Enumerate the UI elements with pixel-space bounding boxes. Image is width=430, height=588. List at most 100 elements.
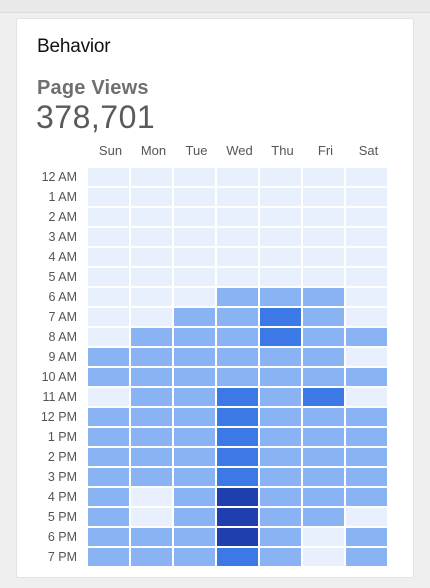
heatmap-cell[interactable] — [260, 388, 301, 406]
heatmap-cell[interactable] — [217, 208, 258, 226]
heatmap-cell[interactable] — [174, 368, 215, 386]
heatmap-cell[interactable] — [260, 188, 301, 206]
heatmap-cell[interactable] — [260, 168, 301, 186]
heatmap-cell[interactable] — [260, 488, 301, 506]
heatmap-cell[interactable] — [217, 408, 258, 426]
heatmap-cell[interactable] — [174, 488, 215, 506]
heatmap-cell[interactable] — [260, 368, 301, 386]
heatmap-cell[interactable] — [346, 448, 387, 466]
heatmap-cell[interactable] — [174, 188, 215, 206]
heatmap-cell[interactable] — [346, 408, 387, 426]
heatmap-cell[interactable] — [174, 508, 215, 526]
heatmap-cell[interactable] — [260, 228, 301, 246]
heatmap-cell[interactable] — [174, 408, 215, 426]
heatmap-cell[interactable] — [131, 288, 172, 306]
heatmap-cell[interactable] — [88, 248, 129, 266]
heatmap-cell[interactable] — [260, 508, 301, 526]
heatmap-cell[interactable] — [174, 348, 215, 366]
heatmap-cell[interactable] — [303, 528, 344, 546]
heatmap-cell[interactable] — [260, 248, 301, 266]
heatmap-cell[interactable] — [174, 288, 215, 306]
heatmap-cell[interactable] — [346, 368, 387, 386]
heatmap-cell[interactable] — [260, 468, 301, 486]
heatmap-cell[interactable] — [260, 408, 301, 426]
heatmap-cell[interactable] — [303, 548, 344, 566]
heatmap-cell[interactable] — [303, 428, 344, 446]
heatmap-cell[interactable] — [217, 308, 258, 326]
heatmap-cell[interactable] — [131, 228, 172, 246]
heatmap-cell[interactable] — [346, 348, 387, 366]
heatmap-cell[interactable] — [88, 508, 129, 526]
heatmap-cell[interactable] — [260, 208, 301, 226]
heatmap-cell[interactable] — [88, 188, 129, 206]
heatmap-cell[interactable] — [174, 468, 215, 486]
heatmap-cell[interactable] — [217, 468, 258, 486]
heatmap-cell[interactable] — [131, 408, 172, 426]
heatmap-cell[interactable] — [88, 428, 129, 446]
heatmap-cell[interactable] — [131, 508, 172, 526]
heatmap-cell[interactable] — [174, 208, 215, 226]
heatmap-cell[interactable] — [303, 488, 344, 506]
heatmap-cell[interactable] — [217, 368, 258, 386]
heatmap-cell[interactable] — [131, 488, 172, 506]
heatmap-cell[interactable] — [131, 368, 172, 386]
heatmap-cell[interactable] — [131, 328, 172, 346]
heatmap-cell[interactable] — [88, 288, 129, 306]
heatmap-cell[interactable] — [303, 508, 344, 526]
heatmap-cell[interactable] — [174, 428, 215, 446]
heatmap-cell[interactable] — [131, 548, 172, 566]
heatmap-cell[interactable] — [88, 388, 129, 406]
heatmap-cell[interactable] — [217, 428, 258, 446]
heatmap-cell[interactable] — [303, 328, 344, 346]
heatmap-cell[interactable] — [346, 168, 387, 186]
heatmap-cell[interactable] — [131, 528, 172, 546]
heatmap-cell[interactable] — [131, 468, 172, 486]
heatmap-cell[interactable] — [174, 548, 215, 566]
heatmap-cell[interactable] — [217, 388, 258, 406]
heatmap-cell[interactable] — [88, 348, 129, 366]
heatmap-cell[interactable] — [260, 348, 301, 366]
heatmap-cell[interactable] — [131, 448, 172, 466]
heatmap-cell[interactable] — [88, 468, 129, 486]
heatmap-cell[interactable] — [88, 528, 129, 546]
heatmap-cell[interactable] — [131, 428, 172, 446]
heatmap-cell[interactable] — [88, 448, 129, 466]
heatmap-cell[interactable] — [303, 468, 344, 486]
heatmap-cell[interactable] — [131, 168, 172, 186]
heatmap-cell[interactable] — [303, 188, 344, 206]
heatmap-cell[interactable] — [174, 328, 215, 346]
heatmap-cell[interactable] — [217, 448, 258, 466]
heatmap-cell[interactable] — [174, 388, 215, 406]
heatmap-cell[interactable] — [260, 428, 301, 446]
heatmap-cell[interactable] — [346, 428, 387, 446]
heatmap-cell[interactable] — [131, 388, 172, 406]
heatmap-cell[interactable] — [88, 268, 129, 286]
heatmap-cell[interactable] — [174, 268, 215, 286]
heatmap-cell[interactable] — [303, 448, 344, 466]
heatmap-cell[interactable] — [174, 448, 215, 466]
heatmap-cell[interactable] — [88, 168, 129, 186]
heatmap-cell[interactable] — [131, 308, 172, 326]
heatmap-cell[interactable] — [217, 348, 258, 366]
heatmap-cell[interactable] — [217, 168, 258, 186]
heatmap-cell[interactable] — [217, 528, 258, 546]
heatmap-cell[interactable] — [88, 308, 129, 326]
heatmap-cell[interactable] — [217, 248, 258, 266]
heatmap-cell[interactable] — [260, 268, 301, 286]
heatmap-cell[interactable] — [217, 288, 258, 306]
heatmap-cell[interactable] — [303, 268, 344, 286]
heatmap-cell[interactable] — [346, 208, 387, 226]
heatmap-cell[interactable] — [346, 328, 387, 346]
heatmap-cell[interactable] — [346, 488, 387, 506]
heatmap-cell[interactable] — [217, 328, 258, 346]
heatmap-cell[interactable] — [88, 228, 129, 246]
heatmap-cell[interactable] — [303, 308, 344, 326]
heatmap-cell[interactable] — [174, 228, 215, 246]
heatmap-cell[interactable] — [131, 208, 172, 226]
heatmap-cell[interactable] — [303, 288, 344, 306]
heatmap-cell[interactable] — [303, 248, 344, 266]
heatmap-cell[interactable] — [174, 528, 215, 546]
heatmap-cell[interactable] — [217, 268, 258, 286]
heatmap-cell[interactable] — [88, 408, 129, 426]
heatmap-cell[interactable] — [346, 188, 387, 206]
